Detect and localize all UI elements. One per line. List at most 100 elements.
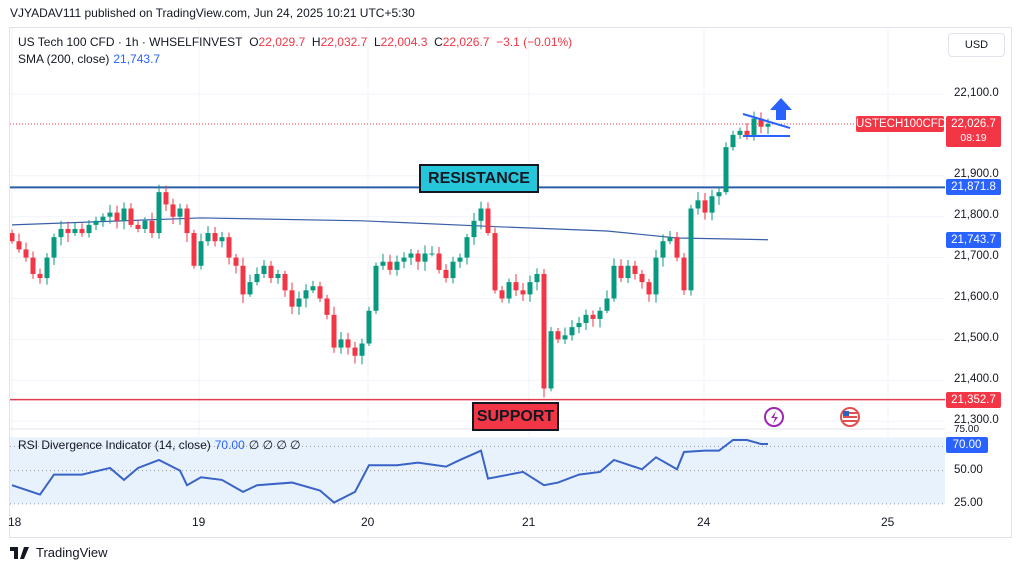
- candle-body: [604, 298, 610, 311]
- us-flag-canton: [843, 411, 849, 416]
- lightning-glyph: [771, 411, 778, 424]
- tradingview-logo-icon: [10, 546, 29, 559]
- open-value: 22,029.7: [258, 35, 306, 49]
- candle-body: [226, 237, 232, 258]
- candle-body: [198, 241, 204, 266]
- publish-info: VJYADAV111 published on TradingView.com,…: [10, 6, 415, 20]
- candle-body: [751, 118, 757, 135]
- candle-body: [268, 265, 274, 279]
- candle-body: [646, 282, 652, 295]
- candle-body: [107, 212, 113, 217]
- candle-body: [30, 257, 36, 274]
- candle-body: [639, 273, 645, 283]
- price-tick: 21,500.0: [954, 332, 999, 344]
- price-tick: 22,100.0: [954, 87, 999, 99]
- candle-body: [79, 228, 85, 234]
- candle-body: [618, 265, 624, 279]
- rsi-tick: 25.00: [954, 497, 983, 509]
- candle-body: [415, 253, 421, 262]
- candle-body: [366, 310, 372, 344]
- candle-body: [156, 192, 162, 234]
- candle-body: [149, 220, 155, 234]
- resistance-label[interactable]: RESISTANCE: [419, 164, 539, 193]
- candle-body: [541, 273, 547, 389]
- candle-body: [709, 196, 715, 213]
- currency-button[interactable]: USD: [948, 33, 1005, 57]
- candle-body: [401, 257, 407, 262]
- candle-body: [744, 130, 750, 135]
- price-chart[interactable]: [10, 28, 945, 508]
- symbol-name[interactable]: US Tech 100 CFD · 1h · WHSELFINVEST: [18, 35, 243, 49]
- rsi-band: [10, 437, 945, 504]
- candle-body: [163, 192, 169, 205]
- symbol-tag: USTECH100CFD: [856, 116, 947, 132]
- chart-frame: [9, 27, 1012, 538]
- candle-body: [499, 290, 505, 299]
- candle-body: [569, 327, 575, 336]
- price-tick: 21,400.0: [954, 373, 999, 385]
- candle-body: [23, 249, 29, 258]
- candle-body: [513, 282, 519, 291]
- candle-body: [723, 147, 729, 193]
- candle-body: [590, 314, 596, 319]
- price-tick: 21,600.0: [954, 291, 999, 303]
- sma-value: 21,743.7: [113, 52, 161, 66]
- candle-body: [296, 298, 302, 307]
- candle-body: [359, 343, 365, 356]
- candle-body: [555, 331, 561, 340]
- candle-body: [576, 323, 582, 328]
- price-tick: 21,900.0: [954, 168, 999, 180]
- candle-body: [688, 208, 694, 291]
- high-label: H: [311, 35, 321, 49]
- candle-body: [485, 208, 491, 234]
- candle-body: [702, 200, 708, 213]
- candle-body: [562, 335, 568, 340]
- candle-body: [443, 269, 449, 279]
- price-tick: 21,700.0: [954, 250, 999, 262]
- sma-legend[interactable]: SMA (200, close) 21,743.7: [18, 52, 160, 66]
- candle-body: [681, 257, 687, 291]
- candle-body: [37, 273, 43, 279]
- support-price-tag: 21,352.7: [946, 392, 1001, 408]
- pennant-upper-line: [742, 113, 791, 129]
- candle-body: [625, 265, 631, 279]
- candle-body: [170, 204, 176, 217]
- low-value: 22,004.3: [380, 35, 428, 49]
- low-label: L: [373, 35, 381, 49]
- candle-body: [765, 123, 771, 127]
- time-tick: 19: [192, 515, 206, 529]
- candle-body: [51, 237, 57, 258]
- candle-body: [527, 282, 533, 295]
- close-value: 22,026.7: [442, 35, 490, 49]
- candle-body: [695, 200, 701, 209]
- candle-body: [16, 241, 22, 250]
- tradingview-brand[interactable]: TradingView: [10, 545, 108, 560]
- candle-body: [471, 220, 477, 238]
- candle-body: [660, 241, 666, 258]
- candle-body: [408, 253, 414, 258]
- last-price-tag: 22,026.7 08:19: [946, 116, 1001, 147]
- candle-body: [429, 253, 435, 255]
- candle-body: [275, 273, 281, 279]
- candle-body: [289, 290, 295, 307]
- candle-body: [436, 253, 442, 270]
- rsi-legend[interactable]: RSI Divergence Indicator (14, close) 70.0…: [18, 438, 301, 452]
- candle-body: [380, 261, 386, 266]
- symbol-legend: US Tech 100 CFD · 1h · WHSELFINVEST O22,…: [18, 35, 572, 49]
- candle-body: [373, 265, 379, 311]
- candle-body: [583, 314, 589, 324]
- candle-body: [205, 233, 211, 242]
- support-label[interactable]: SUPPORT: [472, 402, 559, 431]
- candle-body: [303, 290, 309, 299]
- candle-body: [135, 224, 141, 229]
- rsi-tick: 50.00: [954, 464, 983, 476]
- candle-body: [254, 273, 260, 283]
- candle-body: [520, 290, 526, 295]
- candle-body: [240, 265, 246, 295]
- candle-body: [10, 233, 15, 242]
- candle-body: [457, 257, 463, 262]
- candle-body: [737, 130, 743, 135]
- candle-body: [317, 286, 323, 299]
- brand-name: TradingView: [36, 545, 108, 560]
- candle-body: [100, 216, 106, 221]
